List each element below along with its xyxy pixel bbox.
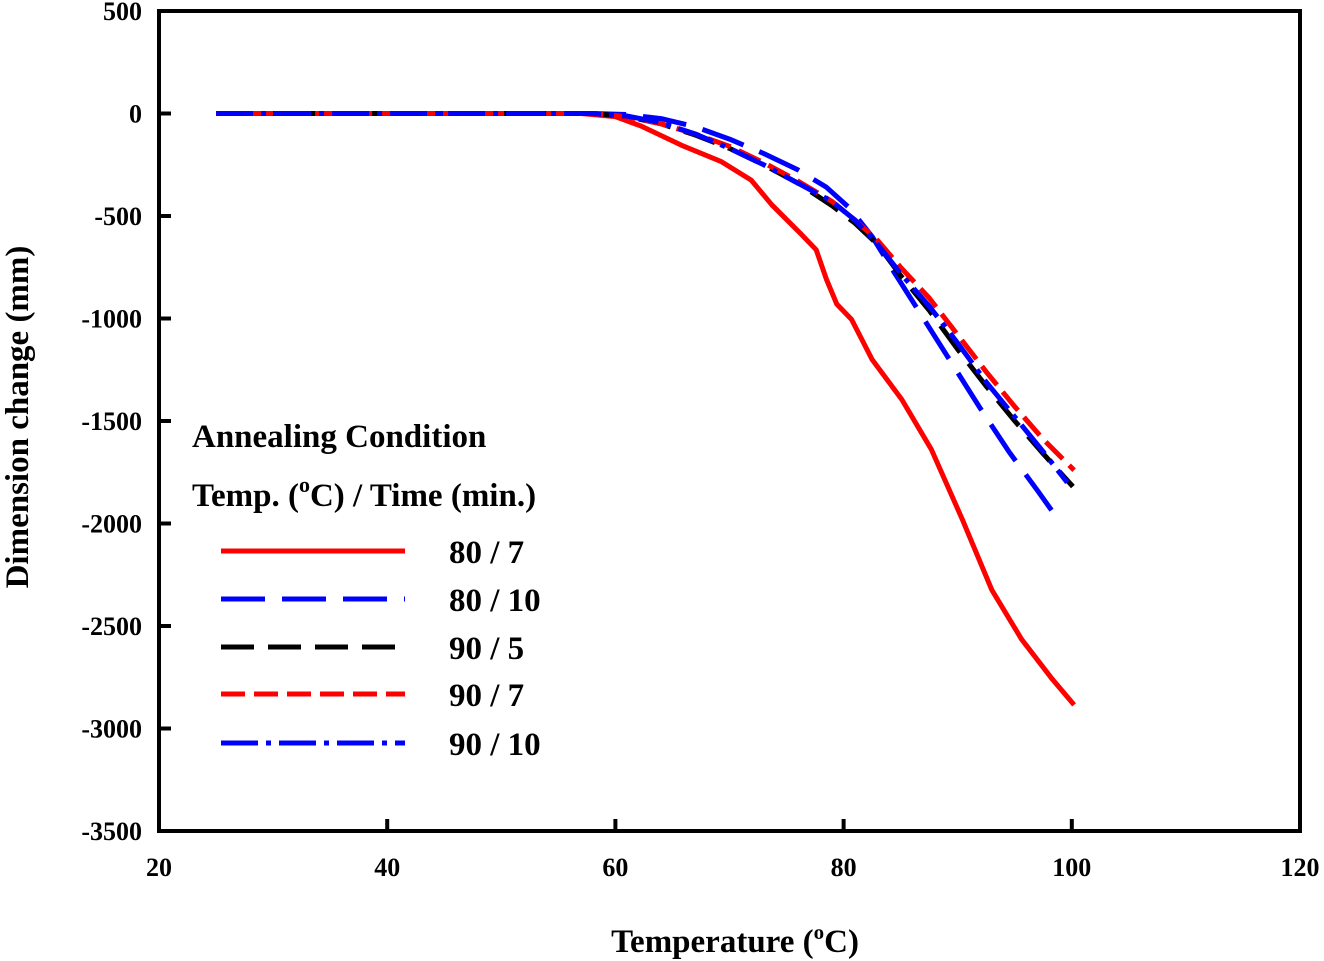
x-tick-label: 100 [1052,853,1091,882]
legend-label: 90 / 10 [449,727,541,763]
legend-label: 90 / 5 [449,631,524,667]
y-tick-label: -2500 [81,612,142,641]
y-tick-label: 0 [129,100,142,129]
legend-label: 80 / 10 [449,583,541,619]
y-tick-label: -500 [94,202,142,231]
x-axis-title: Temperature (oC) [611,920,859,960]
y-tick-label: -1500 [81,407,142,436]
legend: Annealing Condition Temp. (oC) / Time (m… [192,419,541,763]
legend-label: 90 / 7 [449,678,524,714]
y-axis-title: Dimension change (mm) [0,246,36,589]
x-axis-ticks: 20 40 60 80 100 120 [146,819,1320,882]
x-tick-label: 40 [374,853,400,882]
legend-subtitle: Temp. (oC) / Time (min.) [192,472,536,514]
series-line-80-10 [216,111,1061,521]
legend-title: Annealing Condition [192,419,486,455]
x-tick-label: 120 [1281,853,1320,882]
series-line-90-7 [216,111,1076,472]
y-tick-label: -1000 [81,305,142,334]
legend-label: 80 / 7 [449,535,524,571]
series-line-90-5 [216,111,1075,489]
y-axis-ticks: 500 0 -500 -1000 -1500 -2000 -2500 -3000 -3500 [81,0,171,846]
y-tick-label: -3000 [81,715,142,744]
y-tick-label: -2000 [81,510,142,539]
y-tick-label: 500 [103,0,142,26]
x-tick-label: 20 [146,853,172,882]
series-line-80-7 [216,111,1077,707]
x-tick-label: 60 [602,853,628,882]
y-tick-label: -3500 [81,817,142,846]
data-curves [216,111,1077,707]
x-tick-label: 80 [831,853,857,882]
legend-items: 80 / 7 80 / 10 90 / 5 90 / 7 90 / 10 [221,535,541,763]
series-line-90-10 [216,111,1070,485]
